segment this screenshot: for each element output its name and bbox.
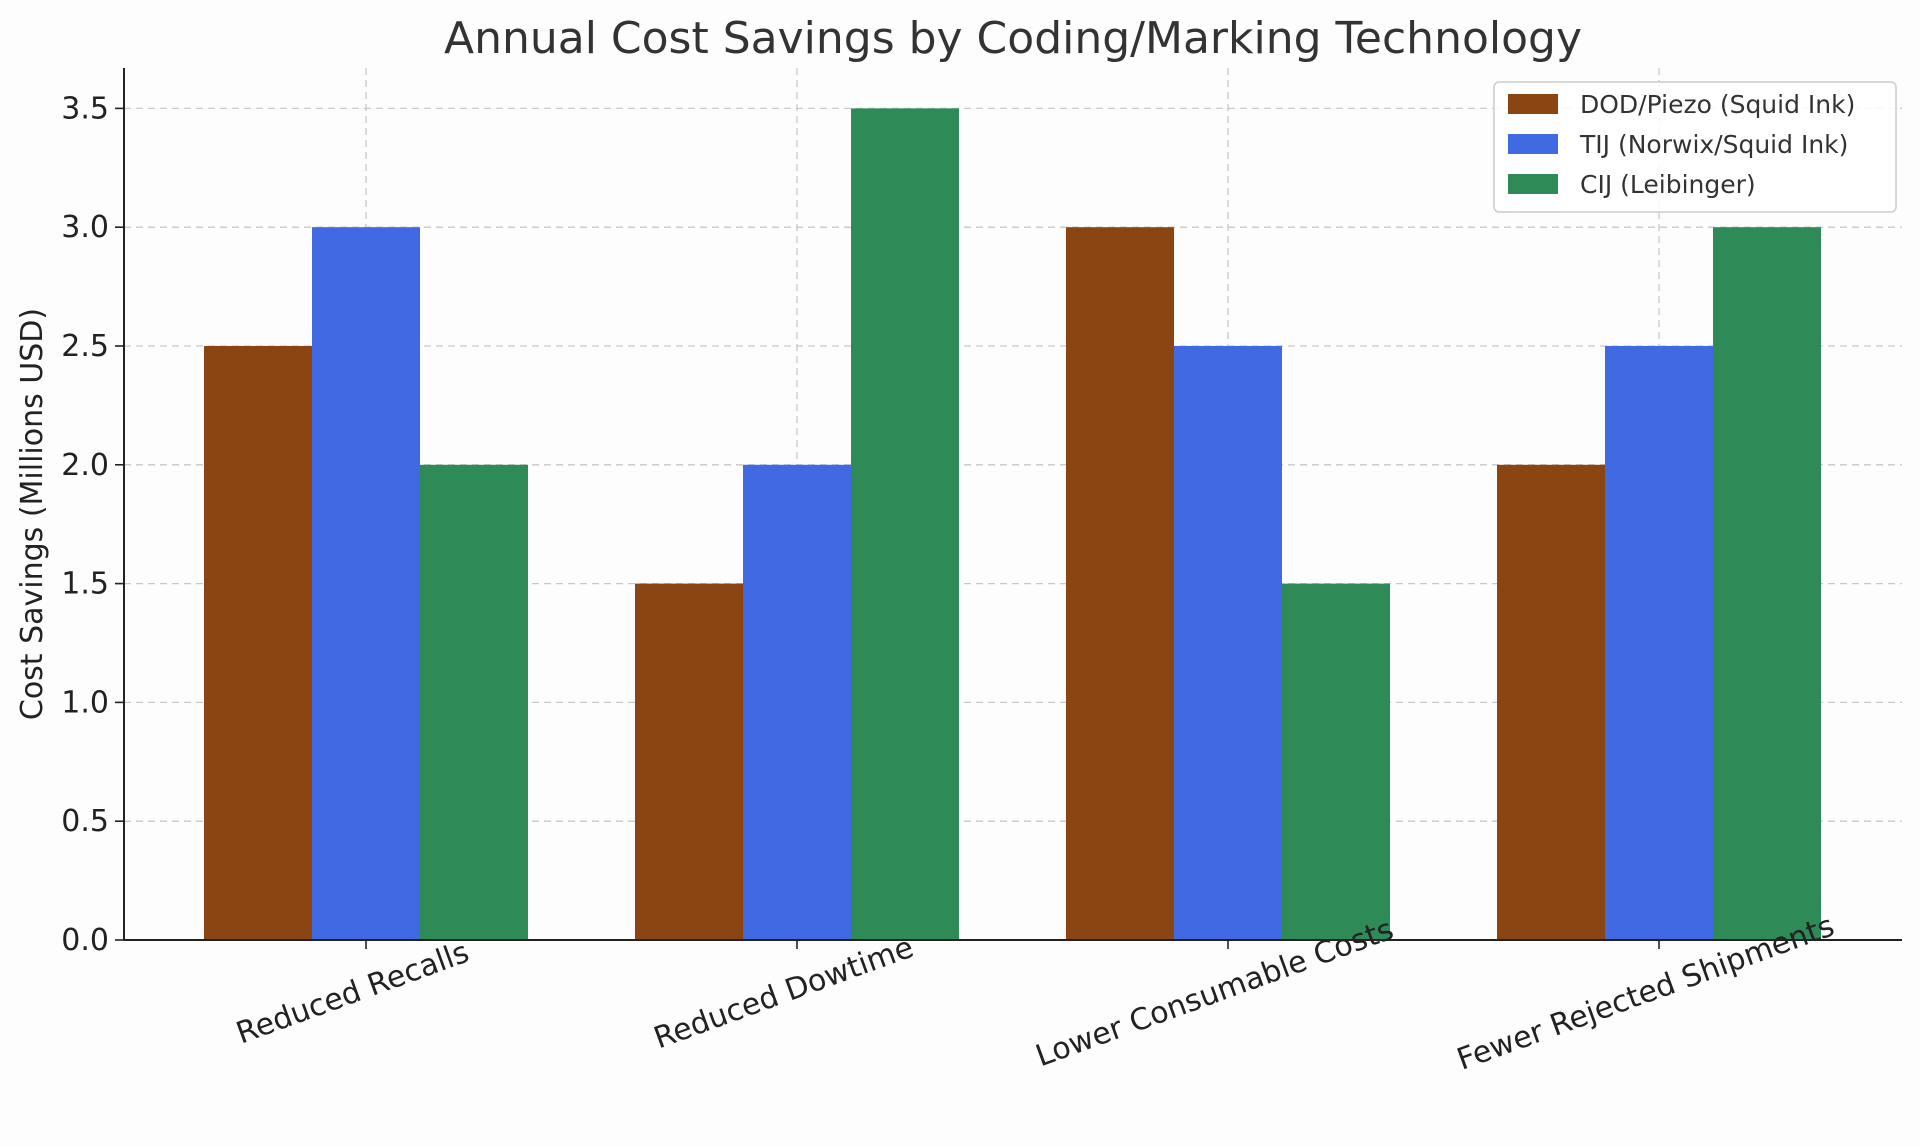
bar-series0-0 [204,345,312,941]
bar-series2-1 [851,108,959,940]
bar-series1-2 [1174,345,1282,941]
y-tick-label-2: 1.0 [61,685,109,720]
bar-series0-2 [1066,227,1174,940]
chart-title: Annual Cost Savings by Coding/Marking Te… [444,13,1582,64]
y-tick-label-3: 1.5 [61,567,109,602]
y-tick-label-0: 0.0 [61,923,109,958]
y-tick-label-7: 3.5 [61,91,109,126]
legend-swatch-1 [1508,134,1558,154]
legend-label-2: CIJ (Leibinger) [1580,170,1756,199]
legend-swatch-0 [1508,94,1558,114]
x-tick-label-1: Reduced Dowtime [649,930,918,1056]
y-tick-label-5: 2.5 [61,329,109,364]
y-tick-label-4: 2.0 [61,448,109,483]
bar-series0-1 [635,583,743,940]
legend-label-0: DOD/Piezo (Squid Ink) [1580,90,1855,119]
bar-series1-0 [312,227,420,940]
bar-series1-3 [1605,345,1713,941]
y-tick-label-6: 3.0 [61,210,109,245]
bar-series2-0 [420,464,528,940]
x-tick-label-0: Reduced Recalls [232,935,474,1052]
bars [204,108,1821,941]
legend: DOD/Piezo (Squid Ink) TIJ (Norwix/Squid I… [1493,81,1897,213]
y-tick-label-1: 0.5 [61,804,109,839]
legend-frame [1493,81,1897,213]
bar-series2-2 [1282,583,1390,940]
axes [123,68,1902,941]
bar-series2-3 [1713,227,1821,940]
legend-swatch-2 [1508,174,1558,194]
legend-label-1: TIJ (Norwix/Squid Ink) [1579,130,1848,159]
bar-series0-3 [1497,464,1605,940]
y-axis-label: Cost Savings (Millions USD) [15,308,50,720]
bar-series1-1 [743,464,851,940]
